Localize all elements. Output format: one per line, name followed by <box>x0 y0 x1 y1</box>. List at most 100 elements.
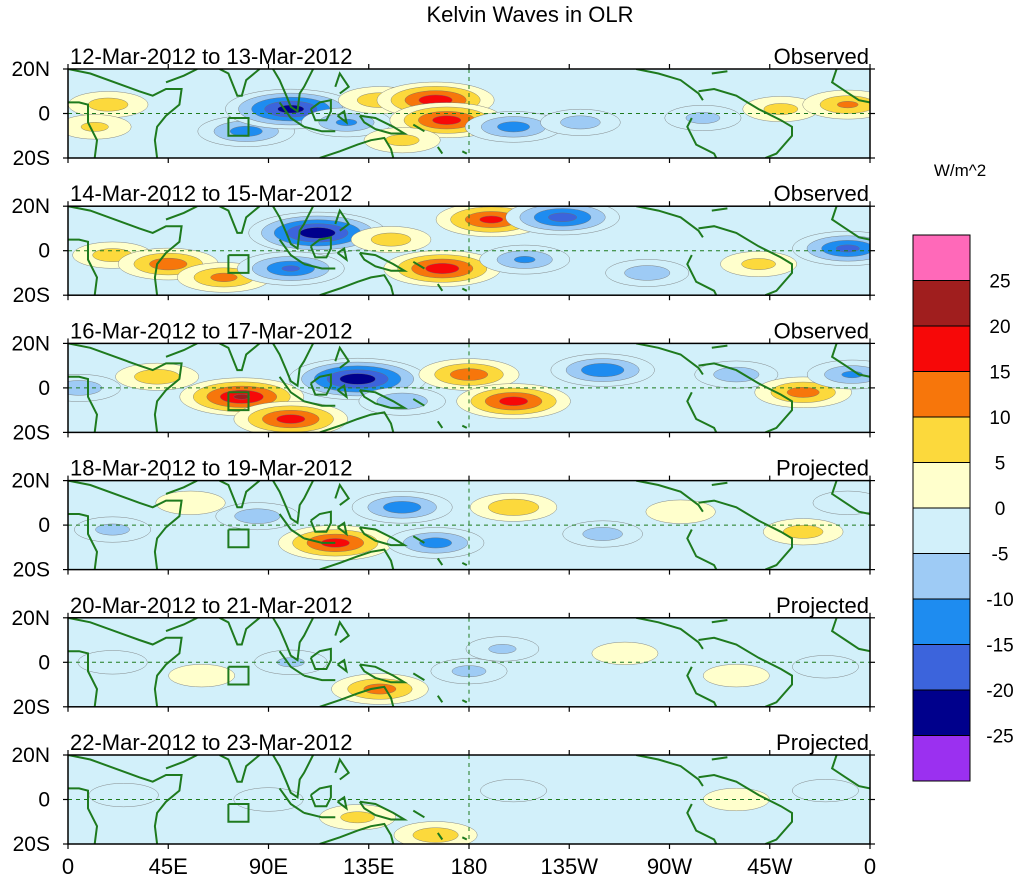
map-panel-4: 20N 0 20S 18-Mar-2012 to 19-Mar-2012 Project… <box>11 456 875 582</box>
anomaly-blob <box>386 527 485 559</box>
map-panel-1: 20N 0 20S 12-Mar-2012 to 13-Mar-2012 Observe… <box>11 44 875 170</box>
coastlines <box>68 480 870 570</box>
chart-title: Kelvin Waves in OLR <box>426 2 633 27</box>
colorbar-label: -25 <box>986 727 1013 748</box>
colorbar-units: W/m^2 <box>934 161 986 180</box>
anomaly-blob <box>664 105 742 131</box>
anomaly-blob <box>88 783 159 808</box>
panel-period-label: 18-Mar-2012 to 19-Mar-2012 <box>70 456 352 481</box>
map-panel-2: 20N 0 20S 14-Mar-2012 to 15-Mar-2012 Observe… <box>11 181 875 307</box>
anomaly-blob <box>806 359 870 390</box>
colorbar-swatch <box>912 598 971 645</box>
colorbar-label: 20 <box>989 317 1010 338</box>
lat-tick-label: 20S <box>13 421 50 444</box>
colorbar-swatch <box>912 689 971 736</box>
anomaly-blob <box>550 353 655 387</box>
anomaly-blob <box>505 206 620 236</box>
panel-status-label: Observed <box>774 181 869 206</box>
colorbar-swatch <box>912 280 971 327</box>
panel-period-label: 20-Mar-2012 to 21-Mar-2012 <box>70 593 352 618</box>
anomaly-blob <box>540 109 621 136</box>
anomaly-blob <box>350 226 432 253</box>
lat-tick-label: 20S <box>13 284 50 307</box>
anomaly-blob <box>479 244 570 275</box>
anomaly-blob <box>645 499 716 524</box>
map-panel-6: 20N 0 20S 22-Mar-2012 to 23-Mar-2012 Project… <box>11 730 875 856</box>
anomaly-blob <box>363 127 441 154</box>
lon-tick-label: 90W <box>647 854 692 879</box>
colorbar-swatch <box>912 553 971 600</box>
panel-period-label: 16-Mar-2012 to 17-Mar-2012 <box>70 318 352 343</box>
colorbar-swatch <box>912 371 971 418</box>
lon-tick-label: 45W <box>747 854 792 879</box>
panel-status-label: Projected <box>776 593 869 618</box>
longitude-axis: 0 45E 90E 135E 180 135W 90W 45W 0 <box>62 854 876 879</box>
anomaly-blob <box>393 821 478 844</box>
panel-period-label: 22-Mar-2012 to 23-Mar-2012 <box>70 730 352 755</box>
colorbar-swatch <box>912 234 971 281</box>
anomaly-blob <box>465 636 540 662</box>
colorbar-swatch <box>912 735 971 782</box>
anomaly-blob <box>278 525 393 561</box>
colorbar-swatch <box>912 507 971 554</box>
colorbar-label: 10 <box>989 408 1010 429</box>
lon-tick-label: 180 <box>451 854 488 879</box>
colorbar-label: -5 <box>992 545 1009 566</box>
map-panel-3: 20N 0 20S 16-Mar-2012 to 17-Mar-2012 Observe… <box>11 318 875 444</box>
lon-tick-label: 90E <box>249 854 288 879</box>
lon-tick-label: 0 <box>62 854 74 879</box>
anomaly-blob <box>763 518 844 546</box>
colorbar-swatch <box>912 462 971 509</box>
anomaly-blob <box>591 641 659 665</box>
anomaly-blob <box>480 779 547 803</box>
lat-tick-label: 0 <box>38 651 50 674</box>
colorbar-swatch <box>912 325 971 372</box>
lat-tick-label: 20S <box>13 833 50 856</box>
anomaly-blob <box>720 251 798 277</box>
reference-box <box>227 803 250 823</box>
lat-tick-label: 0 <box>38 103 50 126</box>
anomaly-blob <box>470 492 558 522</box>
anomaly-blob <box>464 111 563 143</box>
panel-status-label: Observed <box>774 318 869 343</box>
lat-tick-label: 20S <box>13 696 50 719</box>
map-panel-5: 20N 0 20S 20-Mar-2012 to 21-Mar-2012 Project… <box>11 593 875 719</box>
anomaly-blob <box>179 377 304 416</box>
anomaly-blob <box>155 490 226 515</box>
reference-box <box>227 665 250 686</box>
panel-status-label: Projected <box>776 456 869 481</box>
lat-tick-label: 20N <box>11 470 50 493</box>
panel-status-label: Projected <box>776 730 869 755</box>
lon-tick-label: 0 <box>864 854 876 879</box>
panel-status-label: Observed <box>774 44 869 69</box>
lat-tick-label: 20S <box>13 147 50 170</box>
anomaly-blob <box>74 516 151 543</box>
colorbar-swatch <box>912 644 971 691</box>
anomaly-blob <box>792 655 859 679</box>
colorbar-label: 15 <box>989 363 1010 384</box>
anomaly-blob <box>215 502 300 531</box>
anomaly-blob <box>456 383 571 420</box>
reference-box <box>227 254 250 274</box>
colorbar-label: -15 <box>986 636 1013 657</box>
lat-tick-label: 20N <box>11 58 50 81</box>
lat-tick-label: 0 <box>38 789 50 812</box>
colorbar-label: -20 <box>986 681 1013 702</box>
anomaly-blob <box>233 401 348 433</box>
lat-tick-label: 20N <box>11 195 50 218</box>
colorbar-label: 25 <box>989 272 1010 293</box>
panel-period-label: 14-Mar-2012 to 15-Mar-2012 <box>70 181 352 206</box>
colorbar-label: 0 <box>995 499 1006 520</box>
lat-tick-label: 20N <box>11 744 50 767</box>
anomaly-blob <box>319 804 397 831</box>
reference-box <box>227 528 250 549</box>
anomaly-blob <box>68 114 132 140</box>
lon-tick-label: 45E <box>149 854 188 879</box>
lat-tick-label: 20S <box>13 559 50 582</box>
lon-tick-label: 135E <box>343 854 394 879</box>
anomaly-blob <box>812 490 870 515</box>
lat-tick-label: 0 <box>38 240 50 263</box>
colorbar-label: 5 <box>995 454 1006 475</box>
anomaly-blob <box>562 520 643 548</box>
